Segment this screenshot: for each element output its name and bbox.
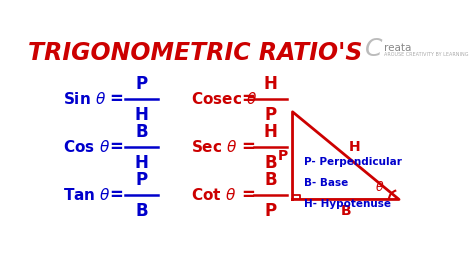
Text: P- Perpendicular: P- Perpendicular — [303, 157, 401, 167]
Text: Cot $\theta$: Cot $\theta$ — [191, 187, 237, 203]
Text: P: P — [264, 202, 276, 220]
Text: Sec $\theta$: Sec $\theta$ — [191, 139, 238, 155]
Text: Cosec $\theta$: Cosec $\theta$ — [191, 91, 258, 107]
Text: =: = — [109, 138, 123, 156]
Text: =: = — [241, 186, 255, 204]
Text: H: H — [264, 75, 277, 93]
Text: =: = — [241, 90, 255, 108]
Text: B: B — [340, 204, 351, 218]
Text: H: H — [264, 123, 277, 141]
Text: =: = — [241, 138, 255, 156]
Text: TRIGONOMETRIC RATIO'S: TRIGONOMETRIC RATIO'S — [28, 41, 362, 65]
Text: P: P — [278, 149, 289, 163]
Text: B: B — [136, 123, 148, 141]
Text: AROUSE CREATIVITY BY LEARNING: AROUSE CREATIVITY BY LEARNING — [384, 52, 469, 57]
Text: P: P — [136, 75, 148, 93]
Text: Tan $\theta$: Tan $\theta$ — [63, 187, 111, 203]
Text: H: H — [135, 106, 149, 124]
Text: H: H — [135, 154, 149, 172]
Text: B: B — [136, 202, 148, 220]
Text: P: P — [136, 171, 148, 189]
Text: P: P — [264, 106, 276, 124]
Text: reata: reata — [384, 43, 412, 53]
Text: B: B — [264, 171, 277, 189]
Text: =: = — [109, 90, 123, 108]
Text: C: C — [365, 37, 382, 61]
Text: $\theta$: $\theta$ — [375, 180, 384, 194]
Text: Sin $\theta$: Sin $\theta$ — [63, 91, 106, 107]
Text: =: = — [109, 186, 123, 204]
Text: H- Hypotenuse: H- Hypotenuse — [303, 199, 391, 209]
Text: B- Base: B- Base — [303, 178, 348, 188]
Text: Cos $\theta$: Cos $\theta$ — [63, 139, 110, 155]
Text: B: B — [264, 154, 277, 172]
Text: H: H — [349, 140, 361, 154]
